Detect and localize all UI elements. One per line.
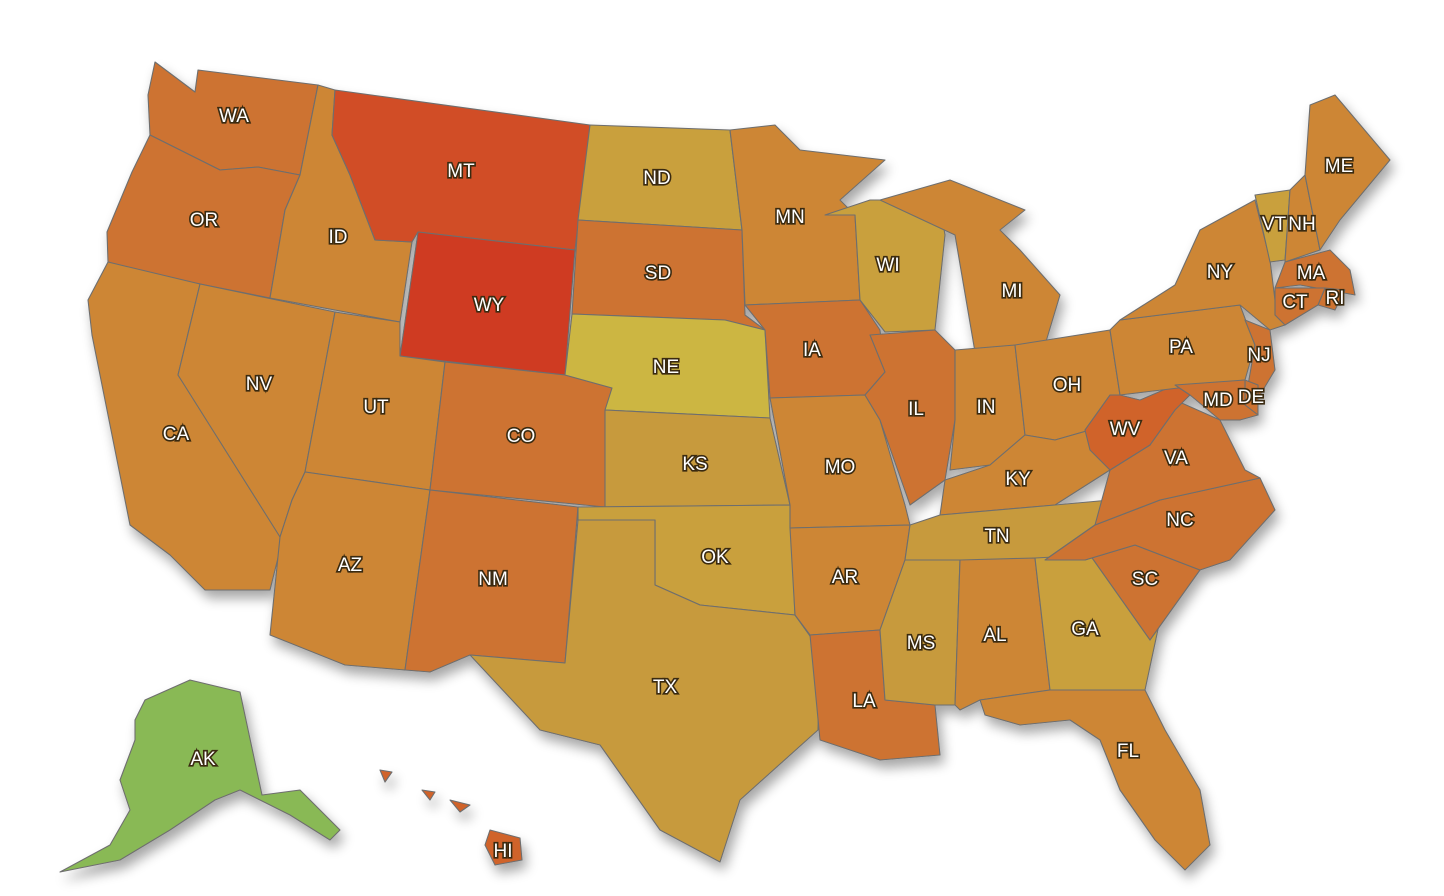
state-ny[interactable]: [1119, 199, 1286, 331]
state-ak[interactable]: [59, 679, 341, 873]
state-label-ky: KY: [1005, 469, 1031, 490]
state-label-mi: MI: [1001, 281, 1022, 302]
state-label-oh: OH: [1053, 375, 1082, 396]
state-label-me: ME: [1325, 156, 1354, 177]
state-label-sc: SC: [1132, 569, 1158, 590]
state-tx[interactable]: [469, 519, 821, 863]
state-label-ga: GA: [1071, 619, 1099, 640]
state-label-ks: KS: [682, 454, 707, 475]
state-me[interactable]: [1304, 94, 1391, 251]
state-label-mo: MO: [825, 457, 856, 478]
state-label-ia: IA: [803, 340, 821, 361]
state-label-md: MD: [1203, 390, 1233, 411]
state-label-nm: NM: [478, 569, 508, 590]
state-label-az: AZ: [338, 555, 363, 576]
state-label-mn: MN: [775, 207, 805, 228]
state-label-wv: WV: [1110, 419, 1141, 440]
state-label-tx: TX: [653, 677, 678, 698]
labels-layer: WA OR CA ID NV MT WY UT AZ CO NM ND SD NE KS OK TX MN IA MO…: [161, 104, 1355, 863]
state-label-ct: CT: [1282, 292, 1308, 313]
state-ct[interactable]: [1274, 287, 1326, 326]
state-label-pa: PA: [1169, 337, 1193, 358]
state-label-hi: HI: [494, 841, 513, 862]
state-label-nc: NC: [1166, 510, 1193, 531]
state-label-nd: ND: [643, 168, 670, 189]
state-hi[interactable]: [379, 769, 523, 866]
state-md[interactable]: [1174, 379, 1259, 421]
state-label-fl: FL: [1117, 741, 1139, 762]
state-label-ny: NY: [1207, 262, 1234, 283]
state-mi[interactable]: [879, 179, 1061, 353]
state-wv[interactable]: [1084, 384, 1191, 471]
state-label-vt: VT: [1262, 214, 1287, 235]
state-label-al: AL: [983, 625, 1006, 646]
state-label-ms: MS: [907, 633, 936, 654]
state-label-nh: NH: [1288, 214, 1315, 235]
state-label-de: DE: [1238, 387, 1264, 408]
state-label-in: IN: [977, 397, 996, 418]
state-label-tn: TN: [984, 526, 1009, 547]
state-label-ar: AR: [832, 567, 858, 588]
state-label-ma: MA: [1297, 263, 1326, 284]
state-il[interactable]: [864, 329, 956, 506]
state-label-wi: WI: [876, 255, 899, 276]
states-layer: [59, 61, 1391, 873]
state-label-wa: WA: [219, 106, 249, 127]
state-nj[interactable]: [1244, 319, 1276, 396]
state-label-co: CO: [507, 426, 536, 447]
state-label-ca: CA: [163, 424, 190, 445]
state-label-ne: NE: [653, 357, 679, 378]
state-label-il: IL: [908, 399, 924, 420]
state-label-id: ID: [329, 227, 348, 248]
state-fl[interactable]: [979, 689, 1211, 871]
state-label-wy: WY: [474, 295, 505, 316]
state-label-sd: SD: [645, 263, 671, 284]
state-label-nv: NV: [246, 374, 273, 395]
state-label-ak: AK: [190, 749, 216, 770]
state-label-nj: NJ: [1247, 345, 1270, 366]
state-label-or: OR: [190, 210, 219, 231]
state-label-ri: RI: [1326, 288, 1345, 309]
state-label-mt: MT: [447, 161, 475, 182]
state-label-ok: OK: [701, 547, 729, 568]
state-label-la: LA: [852, 691, 876, 712]
state-label-va: VA: [1164, 448, 1188, 469]
state-label-ut: UT: [363, 397, 389, 418]
